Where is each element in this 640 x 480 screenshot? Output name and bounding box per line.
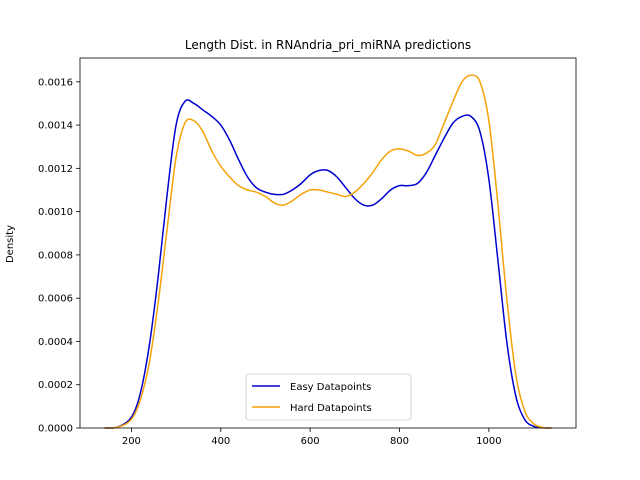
x-axis-ticks: 200 400 600 800 1000 bbox=[122, 428, 502, 447]
y-tick-label: 0.0014 bbox=[38, 121, 73, 132]
y-tick-label: 0.0000 bbox=[38, 424, 73, 435]
y-tick-label: 0.0010 bbox=[38, 207, 73, 218]
y-axis-label: Density bbox=[5, 225, 16, 263]
x-tick-label: 200 bbox=[122, 436, 141, 447]
legend: Easy Datapoints Hard Datapoints bbox=[245, 373, 412, 421]
chart-title: Length Dist. in RNAndria_pri_miRNA predi… bbox=[185, 38, 471, 52]
x-tick-label: 400 bbox=[211, 436, 230, 447]
y-axis-ticks: 0.0000 0.0002 0.0004 0.0006 0.0008 0.0010 0.00… bbox=[38, 77, 80, 435]
series-layer bbox=[104, 74, 552, 429]
legend-label-hard: Hard Datapoints bbox=[290, 403, 372, 414]
y-tick-label: 0.0006 bbox=[38, 294, 73, 305]
x-tick-label: 800 bbox=[390, 436, 409, 447]
legend-box bbox=[245, 373, 412, 421]
y-tick-label: 0.0008 bbox=[38, 250, 73, 261]
y-tick-label: 0.0016 bbox=[38, 77, 73, 88]
legend-label-easy: Easy Datapoints bbox=[290, 382, 371, 393]
x-tick-label: 600 bbox=[301, 436, 320, 447]
series-line-easy-datapoints bbox=[104, 99, 552, 429]
y-tick-label: 0.0002 bbox=[38, 380, 73, 391]
x-tick-label: 1000 bbox=[476, 436, 501, 447]
y-tick-label: 0.0004 bbox=[38, 337, 73, 348]
plot-area-frame bbox=[79, 57, 577, 429]
series-line-hard-datapoints bbox=[104, 74, 552, 429]
y-tick-label: 0.0012 bbox=[38, 164, 73, 175]
